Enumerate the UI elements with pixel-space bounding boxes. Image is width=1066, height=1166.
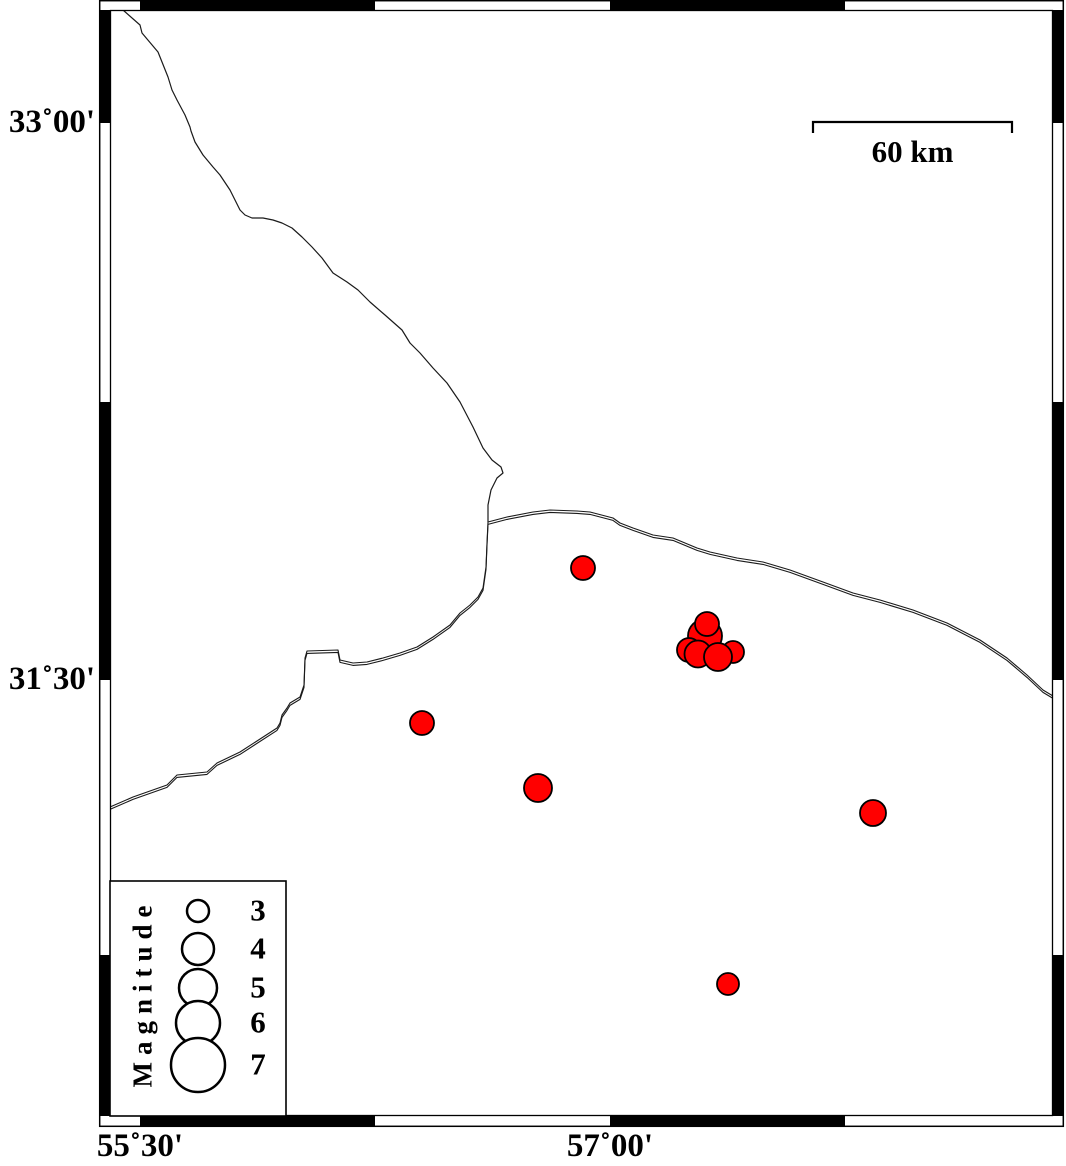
legend-title: Magnitude — [127, 898, 158, 1088]
frame-band-segment-top — [610, 0, 845, 10]
frame-band-segment-right — [1053, 680, 1064, 955]
earthquake-marker — [409, 710, 435, 736]
frame-band-segment-bottom — [110, 1116, 140, 1127]
x-axis-label-55-30: 55˚30' — [96, 1128, 184, 1164]
frame-band-segment-top — [375, 0, 610, 10]
frame-band-segment-left — [99, 402, 110, 680]
frame-band-segment-bottom — [610, 1116, 845, 1127]
earthquake-marker — [523, 773, 553, 803]
frame-band-segment-left — [99, 123, 110, 402]
legend-circle — [185, 898, 211, 924]
border-line — [122, 9, 504, 522]
frame-outer-line — [98, 0, 1065, 1128]
frame-band-segment-left — [99, 680, 110, 955]
frame-band-segment-top — [845, 0, 1053, 10]
coastline-inner — [109, 511, 1054, 810]
legend-mag-label: 6 — [250, 1004, 266, 1040]
frame-band-segment-top — [110, 0, 140, 10]
y-axis-label-33-00: 33˚00' — [8, 103, 95, 140]
earthquake-marker — [703, 642, 733, 672]
coastline — [109, 509, 1054, 808]
legend-circle — [180, 931, 216, 967]
legend-mag-label: 4 — [250, 930, 266, 966]
legend-mag-label: 7 — [250, 1046, 266, 1082]
frame-band-segment-left — [99, 10, 110, 123]
frame-band-segment-right — [1053, 402, 1064, 680]
earthquake-marker — [694, 611, 720, 637]
earthquake-marker — [716, 972, 740, 996]
legend-mag-label: 5 — [250, 969, 266, 1005]
scale-bar-label: 60 km — [871, 134, 954, 169]
frame-band-segment-bottom — [845, 1116, 1053, 1127]
frame-band-segment-bottom — [375, 1116, 610, 1127]
frame-band-segment-right — [1053, 955, 1064, 1116]
frame-inner-line — [109, 9, 1054, 1117]
x-axis-label-57-00: 57˚00' — [566, 1128, 654, 1164]
frame-band-segment-left — [99, 955, 110, 1116]
earthquake-marker — [859, 799, 887, 827]
frame-band-segment-right — [1053, 10, 1064, 123]
frame-band-segment-bottom — [140, 1116, 375, 1127]
frame-band-segment-right — [1053, 123, 1064, 402]
earthquake-marker — [570, 555, 596, 581]
frame-band-segment-top — [140, 0, 375, 10]
scale-bar — [811, 120, 1014, 133]
legend-circle — [169, 1036, 227, 1094]
y-axis-label-31-30: 31˚30' — [8, 660, 95, 697]
legend-mag-label: 3 — [250, 892, 266, 928]
